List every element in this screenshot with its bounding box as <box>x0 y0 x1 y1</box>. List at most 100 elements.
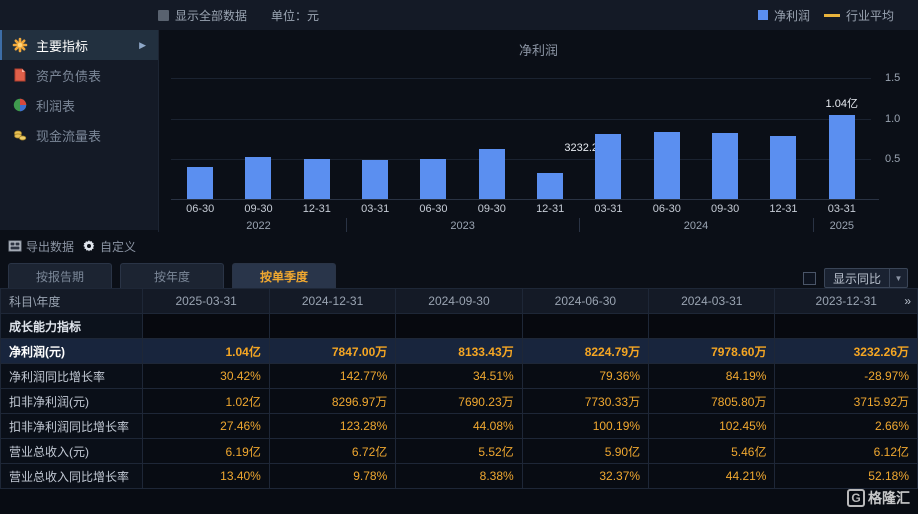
sidebar-item-main-indicators[interactable]: 主要指标 ▶ <box>0 30 158 60</box>
table-header-date[interactable]: 2024-06-30 <box>521 288 650 314</box>
chart-x-label: 06-30 <box>419 203 448 215</box>
chart-bar-cell[interactable] <box>404 70 462 199</box>
chart-bar[interactable] <box>362 160 389 199</box>
chart-bar-cell[interactable] <box>171 70 229 199</box>
coins-icon <box>12 127 28 143</box>
chart-bar-cell[interactable]: 1.04亿 <box>813 70 871 199</box>
table-row-label: 营业总收入(元) <box>0 438 144 464</box>
tab-0[interactable]: 按报告期 <box>8 263 112 288</box>
table-cell-value: 79.36% <box>521 363 650 389</box>
chart-y-tick-label: 1.5 <box>885 72 901 85</box>
customize-label: 自定义 <box>100 239 137 254</box>
export-data-button[interactable]: 导出数据 <box>8 238 74 255</box>
chart-bar[interactable] <box>537 172 564 199</box>
tab-2[interactable]: 按单季度 <box>232 263 336 288</box>
table-row[interactable]: 营业总收入同比增长率 13.40% 9.78% 8.38% 32.37% 44.21% 52… <box>0 463 918 489</box>
sidebar-item-label: 现金流量表 <box>36 128 102 144</box>
sidebar-item-label: 资产负债表 <box>36 68 102 84</box>
table-row-label: 扣非净利润同比增长率 <box>0 413 144 439</box>
chart-bar-cell[interactable] <box>346 70 404 199</box>
chart-bar-cell[interactable] <box>463 70 521 199</box>
chart-year-group-label: 2025 <box>829 220 855 232</box>
chart-bar-cell[interactable] <box>229 70 287 199</box>
table-cell-value: 8296.97万 <box>268 388 397 414</box>
chart-bar[interactable] <box>595 134 622 199</box>
legend-item-net-profit[interactable]: 净利润 <box>757 7 810 24</box>
gear-icon <box>82 239 96 253</box>
chart-bar-cell[interactable] <box>638 70 696 199</box>
table-header-label: 2024-03-31 <box>681 294 743 308</box>
table-cell-value: 32.37% <box>521 463 650 489</box>
chart-x-axis-labels: 06-30 09-30 12-31 03-31 06-30 09-30 12-31 03-31… <box>171 203 871 219</box>
table-row-label: 营业总收入同比增长率 <box>0 463 144 489</box>
table-cell-value: 5.52亿 <box>395 438 523 464</box>
legend-label-industry-average: 行业平均 <box>845 8 894 23</box>
chart-bar-cell[interactable]: 3232.26万 <box>521 70 615 199</box>
show-all-data-checkbox[interactable] <box>158 9 169 21</box>
unit-label: 单位：元 <box>271 8 320 23</box>
tab-1[interactable]: 按年度 <box>120 263 224 288</box>
chart-bar[interactable] <box>828 114 855 199</box>
chart-bar-cell[interactable] <box>579 70 637 199</box>
chart-bar-cell[interactable] <box>754 70 812 199</box>
chart-bar[interactable] <box>420 159 447 199</box>
sidebar-item-cash-flow-statement[interactable]: 现金流量表 <box>0 120 158 150</box>
chart-bar-cell[interactable] <box>696 70 754 199</box>
table-header-date[interactable]: 2025-03-31 <box>142 288 270 314</box>
customize-button[interactable]: 自定义 <box>82 238 136 255</box>
table-header-date[interactable]: 2023-12-31 » <box>774 288 918 314</box>
chart-bar[interactable] <box>303 159 330 199</box>
table-cell-value: 13.40% <box>142 463 270 489</box>
chart-bar-cell[interactable] <box>288 70 346 199</box>
table-header-row: 科目\年度 2025-03-31 2024-12-31 2024-09-30 2024-… <box>0 288 918 314</box>
chart-bar[interactable] <box>245 156 272 199</box>
table-cell-value <box>774 313 918 339</box>
table-header-subject[interactable]: 科目\年度 <box>0 288 144 314</box>
table-header-label: 2024-09-30 <box>428 294 490 308</box>
table-header-label: 2025-03-31 <box>175 294 237 308</box>
table-row-label: 净利润(元) <box>0 338 144 364</box>
table-header-label: 2024-06-30 <box>554 294 617 308</box>
show-yoy-checkbox[interactable] <box>802 271 816 285</box>
table-header-date[interactable]: 2024-09-30 <box>395 288 523 314</box>
chart-bar[interactable] <box>712 133 739 199</box>
net-profit-bar-chart: 净利润 0.5 1.0 1.5 3232.26万 1.04亿 06-30 09-30 12-… <box>158 30 918 232</box>
table-row[interactable]: 扣非净利润(元) 1.02亿 8296.97万 7690.23万 7730.33万 780… <box>0 388 918 414</box>
table-cell-value: 7730.33万 <box>521 388 650 414</box>
table-row-label: 净利润同比增长率 <box>0 363 144 389</box>
legend-item-industry-average[interactable]: 行业平均 <box>823 7 894 24</box>
chart-bar[interactable] <box>478 148 505 199</box>
chart-x-label: 03-31 <box>594 203 623 215</box>
chart-year-separator <box>579 218 581 232</box>
show-yoy-label: 显示同比 <box>832 271 881 286</box>
chart-x-label: 06-30 <box>652 203 681 215</box>
document-icon <box>12 67 28 83</box>
table-row[interactable]: 净利润同比增长率 30.42% 142.77% 34.51% 79.36% 84.19% -… <box>0 363 918 389</box>
table-row[interactable]: 净利润(元) 1.04亿 7847.00万 8133.43万 8224.79万 7978.… <box>0 338 918 364</box>
table-row[interactable]: 扣非净利润同比增长率 27.46% 123.28% 44.08% 100.19% 102.… <box>0 413 918 439</box>
next-page-icon[interactable]: » <box>904 294 911 308</box>
chart-x-axis-line <box>171 199 879 200</box>
table-row[interactable]: 营业总收入(元) 6.19亿 6.72亿 5.52亿 5.90亿 5.46亿 6.12亿 <box>0 438 918 464</box>
table-header-label: 2024-12-31 <box>301 294 364 308</box>
chevron-right-icon: ▶ <box>139 39 146 50</box>
table-row[interactable]: 成长能力指标 <box>0 313 918 339</box>
show-all-data-label[interactable]: 显示全部数据 <box>175 8 248 23</box>
table-cell-value: 6.12亿 <box>774 438 918 464</box>
sidebar-item-income-statement[interactable]: 利润表 <box>0 90 158 120</box>
sidebar-item-balance-sheet[interactable]: 资产负债表 <box>0 60 158 90</box>
financial-table-container[interactable]: 科目\年度 2025-03-31 2024-12-31 2024-09-30 2024-… <box>0 288 918 514</box>
chart-bar[interactable] <box>187 166 214 199</box>
chart-bar[interactable] <box>770 135 797 199</box>
table-header-date[interactable]: 2024-12-31 <box>268 288 397 314</box>
show-yoy-select[interactable]: 显示同比 ▼ <box>823 268 908 288</box>
pie-chart-icon <box>12 97 28 113</box>
chart-bar[interactable] <box>653 132 680 199</box>
chart-topbar: 显示全部数据 单位：元 净利润 行业平均 <box>0 0 918 30</box>
table-header-date[interactable]: 2024-03-31 <box>648 288 776 314</box>
chart-x-label: 12-31 <box>769 203 798 215</box>
table-cell-value: 3232.26万 <box>774 338 918 364</box>
table-cell-value: 1.04亿 <box>142 338 270 364</box>
legend-label-net-profit: 净利润 <box>773 8 810 23</box>
export-data-label: 导出数据 <box>26 239 75 254</box>
